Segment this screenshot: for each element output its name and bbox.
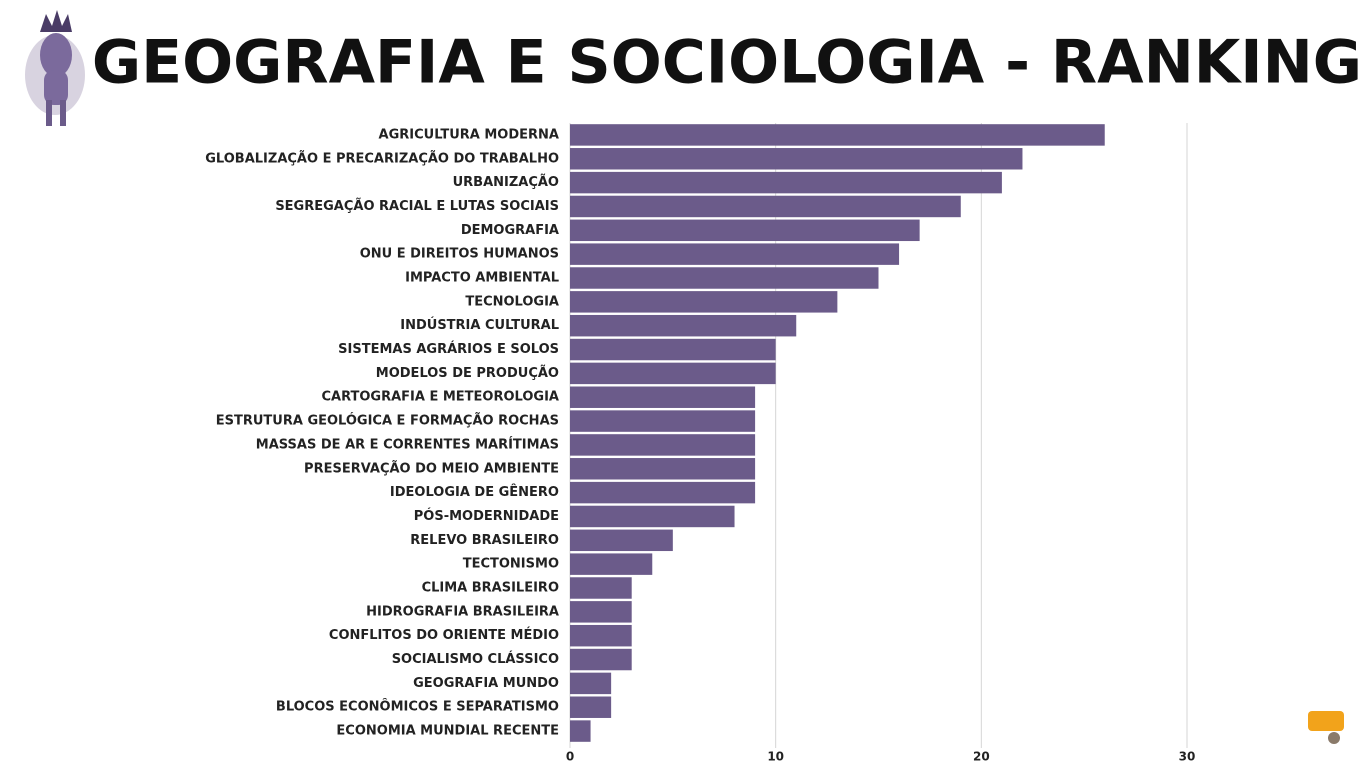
y-tick-label: PÓS-MODERNIDADE (414, 508, 559, 524)
y-tick-label: GLOBALIZAÇÃO E PRECARIZAÇÃO DO TRABALHO (205, 150, 559, 166)
y-tick-label: PRESERVAÇÃO DO MEIO AMBIENTE (304, 460, 559, 476)
y-tick-label: IDEOLOGIA DE GÊNERO (390, 484, 559, 500)
bar (570, 195, 961, 218)
y-tick-label: GEOGRAFIA MUNDO (413, 676, 559, 691)
bar (570, 267, 879, 289)
bar (570, 338, 776, 361)
y-tick-label: INDÚSTRIA CULTURAL (400, 317, 559, 333)
bar (570, 124, 1105, 146)
bar (570, 553, 653, 575)
bar (570, 648, 632, 671)
bar (570, 243, 900, 265)
y-tick-label: IMPACTO AMBIENTAL (405, 271, 559, 286)
y-tick-label: MODELOS DE PRODUÇÃO (376, 365, 559, 381)
x-tick-label: 30 (1179, 750, 1196, 764)
y-tick-label: ESTRUTURA GEOLÓGICA E FORMAÇÃO ROCHAS (216, 413, 559, 429)
bar (570, 291, 838, 313)
chart-title: GEOGRAFIA E SOCIOLOGIA - RANKING (92, 28, 1362, 98)
bar (570, 624, 632, 647)
bar (570, 577, 632, 599)
y-tick-label: SISTEMAS AGRÁRIOS E SOLOS (338, 341, 559, 357)
bar (570, 720, 591, 742)
y-tick-label: ECONOMIA MUNDIAL RECENTE (336, 724, 559, 739)
bar (570, 601, 632, 623)
y-tick-label: TECNOLOGIA (465, 294, 559, 309)
bar (570, 696, 612, 718)
y-tick-label: MASSAS DE AR E CORRENTES MARÍTIMAS (256, 436, 559, 452)
bar (570, 362, 776, 385)
y-tick-label: RELEVO BRASILEIRO (410, 533, 559, 548)
bar (570, 386, 756, 408)
bar (570, 148, 1023, 170)
bar (570, 672, 612, 695)
bar (570, 219, 920, 242)
bar (570, 529, 673, 552)
y-tick-label: AGRICULTURA MODERNA (379, 127, 559, 142)
y-tick-label: SEGREGAÇÃO RACIAL E LUTAS SOCIAIS (275, 198, 559, 214)
y-tick-label: TECTONISMO (463, 557, 559, 572)
y-tick-label: CONFLITOS DO ORIENTE MÉDIO (329, 627, 559, 643)
y-tick-label: SOCIALISMO CLÁSSICO (392, 651, 559, 667)
x-tick-label: 10 (767, 750, 784, 764)
bar (570, 314, 797, 337)
y-tick-label: BLOCOS ECONÔMICOS E SEPARATISMO (276, 699, 559, 715)
y-tick-label: CLIMA BRASILEIRO (422, 581, 559, 596)
x-tick-label: 20 (973, 750, 990, 764)
logo (1308, 711, 1344, 744)
mascot (25, 10, 85, 126)
y-tick-label: ONU E DIREITOS HUMANOS (360, 247, 559, 262)
bar (570, 171, 1002, 194)
y-tick-label: DEMOGRAFIA (461, 223, 559, 238)
y-tick-label: URBANIZAÇÃO (453, 174, 559, 190)
y-tick-label: HIDROGRAFIA BRASILEIRA (366, 604, 559, 619)
y-tick-label: CARTOGRAFIA E METEOROLOGIA (321, 390, 559, 405)
bar (570, 505, 735, 528)
bar (570, 410, 756, 432)
x-tick-label: 0 (566, 750, 574, 764)
bar (570, 481, 756, 504)
bar (570, 458, 756, 480)
bar (570, 434, 756, 456)
